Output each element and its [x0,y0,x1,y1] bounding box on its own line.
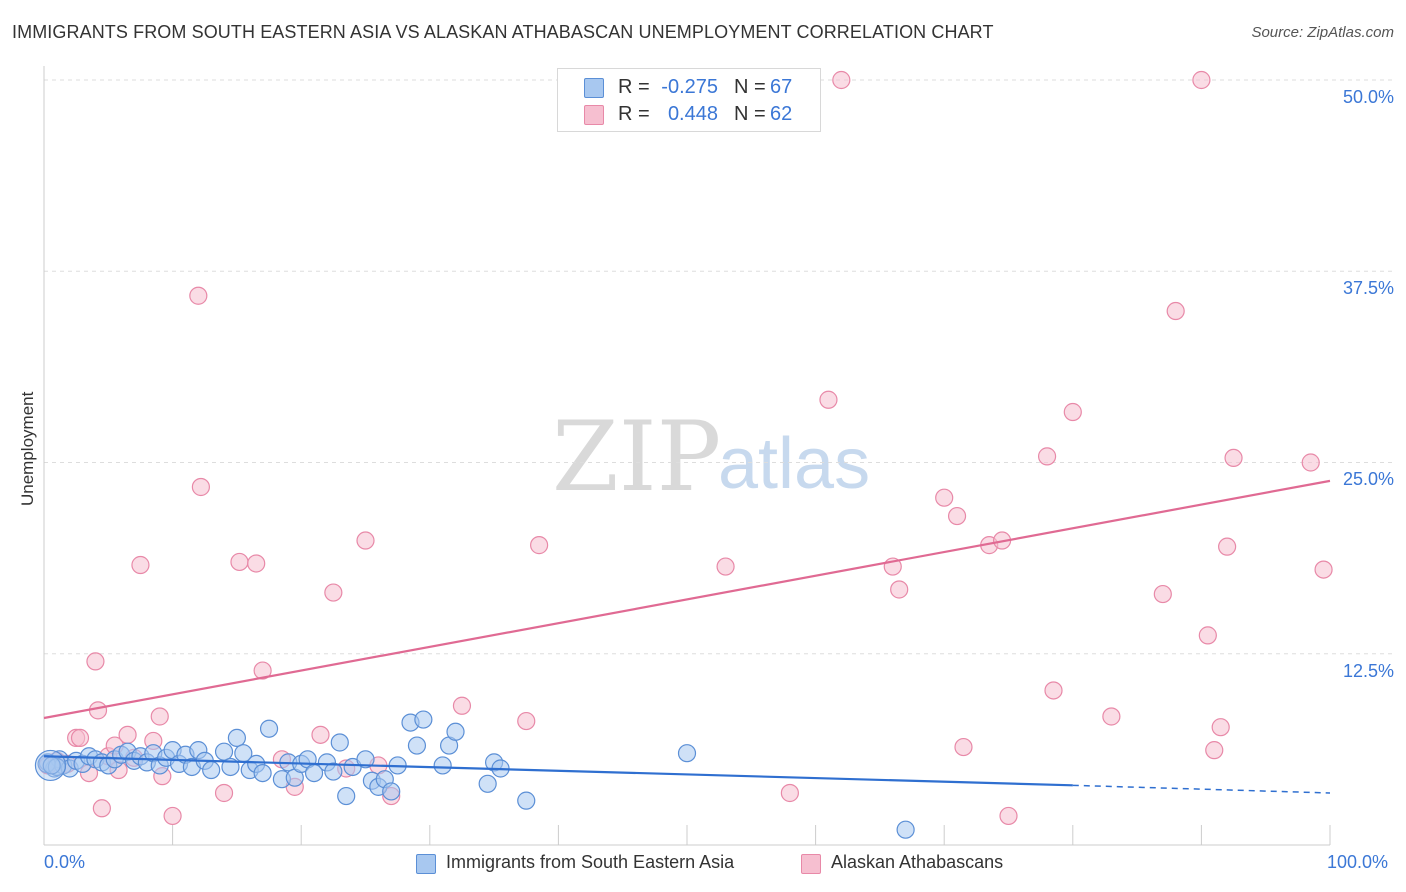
y-tick-label: 50.0% [1342,87,1394,107]
pink-swatch [584,105,604,125]
data-point [517,791,536,810]
data-point [330,733,349,752]
data-point [954,737,973,757]
data-point [407,736,427,755]
data-point [1218,537,1237,556]
legend-label: Alaskan Athabascans [831,852,1004,872]
data-point [1063,402,1082,422]
data-point [1044,681,1063,700]
blue-swatch [416,854,436,874]
data-point [896,820,915,839]
x-tick-label-max: 100.0% [1327,852,1389,872]
data-point [356,531,375,550]
pink-swatch [801,854,821,874]
data-point [780,783,799,803]
data-point [92,799,111,818]
data-point [1037,447,1057,466]
data-point [324,583,343,602]
data-point [890,580,909,599]
data-point [433,756,452,775]
source-label: Source: ZipAtlas.com [1251,24,1394,41]
watermark-atlas: atlas [718,424,870,504]
stats-row-pink: R = 0.448 N = 62 [558,101,820,129]
chart-title: IMMIGRANTS FROM SOUTH EASTERN ASIA VS AL… [12,22,994,42]
data-point [214,742,234,761]
data-point [202,760,221,780]
data-point [935,488,954,507]
y-tick-label: 12.5% [1342,661,1394,681]
watermark: ZIP atlas [552,401,870,513]
n-label: N = [734,76,766,98]
n-value: 62 [770,103,793,125]
data-point [86,652,105,671]
data-point [253,763,272,783]
data-point [189,286,208,305]
data-point [1211,718,1230,737]
data-point [150,707,169,726]
data-point [163,806,182,826]
stats-row-blue: R = -0.275 N = 67 [558,74,820,102]
watermark-zip: ZIP [552,401,721,513]
y-tick-label: 25.0% [1342,469,1394,489]
data-point [947,506,967,526]
data-point [1166,301,1185,321]
data-point [530,536,549,555]
x-tick-label-min: 0.0% [44,852,86,872]
legend-label: Immigrants from South Eastern Asia [446,852,735,872]
stats-legend: R = -0.275 N = 67 R = 0.448 N = 62 [557,68,821,132]
r-label: R = [618,103,650,125]
trend-lines [43,479,1331,794]
data-point [452,696,472,715]
data-point [70,728,90,748]
data-point [247,554,266,573]
data-point [356,750,375,769]
trend-line-extension [1072,784,1331,794]
data-point [191,477,210,497]
data-point [1198,626,1217,645]
trend-line-pink [43,479,1331,720]
data-point [382,782,401,801]
data-point [337,786,356,806]
data-point [253,661,272,680]
r-label: R = [618,76,650,98]
data-point [517,711,536,731]
y-tick-label: 37.5% [1342,278,1394,298]
data-point [214,783,234,803]
data-point [1314,560,1333,579]
data-point [230,552,249,572]
data-point [1153,584,1172,604]
n-label: N = [734,103,766,125]
n-value: 67 [770,76,793,98]
trend-line-blue [43,755,1073,787]
data-point [1301,453,1320,472]
data-point [1205,741,1224,760]
data-point [819,390,838,409]
data-point-cluster [34,749,67,782]
data-point [414,710,433,729]
data-point [1102,707,1121,726]
data-point [1192,70,1211,90]
data-point [118,725,137,744]
data-point [999,806,1018,826]
data-point [832,70,851,90]
blue-swatch [584,78,604,98]
data-point [88,701,108,720]
data-point [1224,448,1243,468]
data-point [259,719,279,738]
data-point [716,557,735,576]
r-value: 0.448 [667,103,718,125]
data-point [227,728,246,748]
data-point [324,762,343,781]
series-legend: Immigrants from South Eastern Asia Alask… [0,852,1406,878]
data-point [478,774,497,793]
axes [43,66,1331,846]
series-immigrants-se-asia [34,710,915,839]
r-value: -0.275 [661,76,718,98]
data-point [677,744,697,763]
data-point [446,722,465,741]
series-alaskan-athabascans [38,70,1333,826]
data-point [311,725,330,744]
data-point [131,555,150,575]
